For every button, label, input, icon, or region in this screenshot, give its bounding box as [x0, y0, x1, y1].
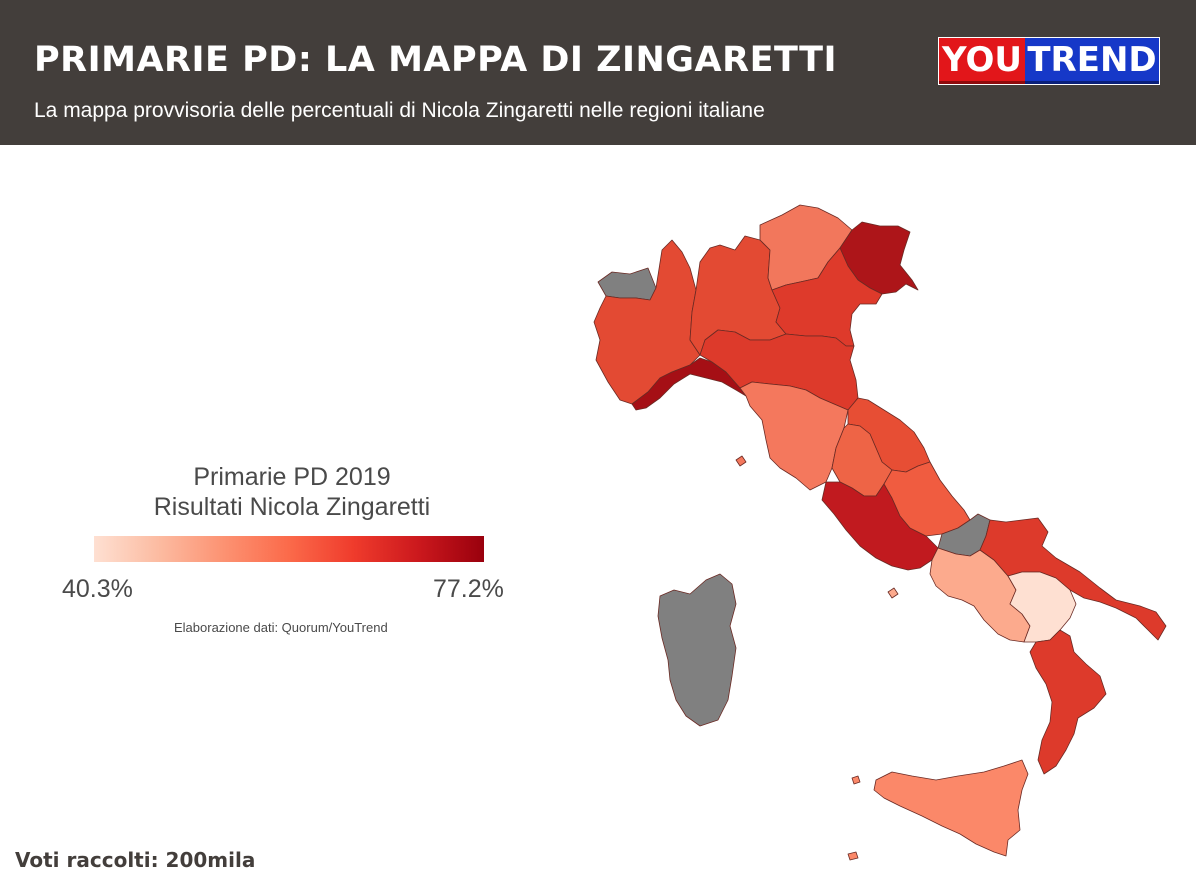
island-ustica [851, 775, 861, 785]
legend-max-label: 77.2% [433, 575, 504, 603]
logo-you-text: YOU [939, 38, 1025, 84]
region-piemonte [593, 239, 701, 405]
header-bar: PRIMARIE PD: LA MAPPA DI ZINGARETTI La m… [0, 0, 1196, 145]
legend-title: Primarie PD 2019 Risultati Nicola Zingar… [92, 462, 492, 522]
legend-title-line2: Risultati Nicola Zingaretti [153, 493, 431, 521]
region-sardegna [657, 573, 737, 727]
region-valle-d-aosta [597, 267, 657, 301]
island-pantelleria [847, 851, 859, 861]
legend-min-label: 40.3% [62, 575, 133, 603]
votes-collected: Voti raccolti: 200mila [15, 848, 256, 872]
region-sicilia [873, 759, 1029, 857]
page-subtitle: La mappa provvisoria delle percentuali d… [34, 99, 765, 122]
island-ischia [887, 587, 899, 599]
region-calabria [1029, 629, 1107, 775]
logo-trend-text: TREND [1025, 38, 1159, 84]
data-source: Elaborazione dati: Quorum/YouTrend [174, 620, 388, 635]
legend-title-line1: Primarie PD 2019 [193, 463, 391, 491]
youtrend-logo: YOU TREND [938, 37, 1160, 85]
page-title: PRIMARIE PD: LA MAPPA DI ZINGARETTI [34, 40, 838, 80]
legend-color-scale [94, 536, 484, 562]
island-elba [735, 455, 747, 467]
